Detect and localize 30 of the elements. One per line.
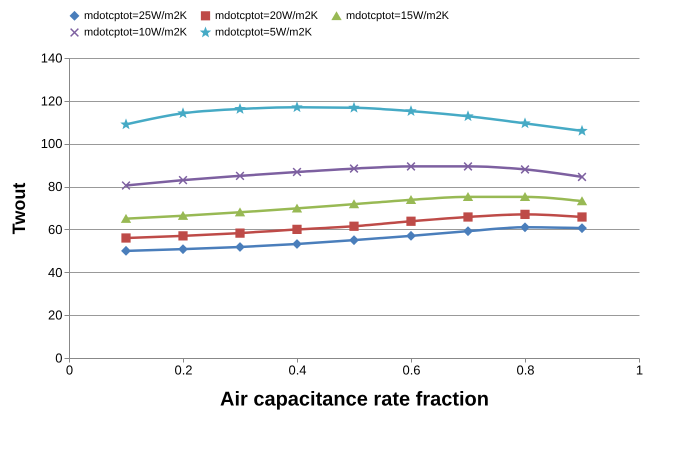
legend-label: mdotcptot=25W/m2K [84,10,188,22]
y-tick-label: 140 [40,50,62,66]
point [121,180,131,190]
y-axis-title: Twout [8,182,29,234]
y-tick-label: 0 [55,350,62,366]
point [292,167,302,177]
x-tick-label: 0.6 [402,362,421,378]
point [463,162,473,172]
point [349,164,359,174]
y-tick-label: 80 [48,179,62,194]
point [406,162,416,172]
legend-label: mdotcptot=10W/m2K [84,26,188,38]
y-tick-label: 60 [48,222,62,237]
point [235,171,245,180]
point [520,164,530,174]
y-tick-label: 100 [40,136,62,152]
x-tick-label: 0 [66,362,74,378]
legend-label: mdotcptot=15W/m2K [346,10,450,22]
legend-label: mdotcptot=20W/m2K [215,10,319,22]
point [178,176,188,185]
x-axis-title: Air capacitance rate fraction [220,388,489,410]
legend-label: mdotcptot=5W/m2K [215,26,313,38]
x-tick-label: 0.4 [288,362,307,378]
point [577,172,587,182]
y-tick-label: 20 [48,308,62,323]
x-tick-label: 0.2 [174,362,193,378]
x-tick-label: 1 [636,362,644,378]
x-tick-label: 0.8 [516,362,535,378]
y-tick-label: 40 [48,264,62,280]
y-tick-label: 120 [40,93,62,108]
